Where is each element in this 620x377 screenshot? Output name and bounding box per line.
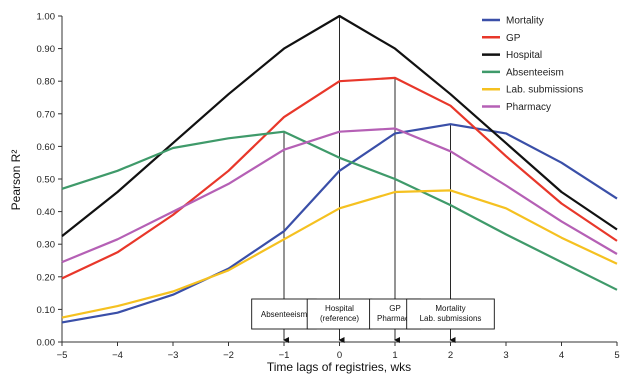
y-tick-label: 0.90 <box>37 44 56 55</box>
annotation-label: Hospital <box>325 304 354 313</box>
legend-label: Mortality <box>506 16 544 27</box>
y-tick-label: 0.70 <box>37 109 56 120</box>
y-tick-label: 0.20 <box>37 272 56 283</box>
y-tick-label: 0.50 <box>37 175 56 186</box>
series-line-gp <box>61 76 618 280</box>
y-tick-label: 0.00 <box>37 338 56 349</box>
annotation-label: (reference) <box>320 314 359 323</box>
series-line-lab-submissions <box>61 189 618 319</box>
tick-labels: 0.00 0.10 0.20 0.30 0.40 0.50 0.60 0.70 0.80 0.90… <box>37 12 620 362</box>
y-tick-label: 0.10 <box>37 305 56 316</box>
legend-item: Lab. submissions <box>482 85 583 96</box>
legend: Mortality GP Hospital Absenteeism Lab. submi… <box>482 16 583 113</box>
annotation-label: GP <box>389 304 401 313</box>
legend-label: Hospital <box>506 50 542 61</box>
x-tick-label: −4 <box>112 350 123 361</box>
annotation: Absenteeism <box>251 131 317 343</box>
legend-label: Pharmacy <box>506 102 551 113</box>
legend-label: Absenteeism <box>506 67 564 78</box>
legend-label: GP <box>506 33 521 44</box>
annotations: AbsenteeismHospital(reference)GPPharmacy… <box>251 16 495 343</box>
legend-label: Lab. submissions <box>506 85 583 96</box>
x-tick-label: 4 <box>559 350 564 361</box>
axes <box>58 15 618 346</box>
series-line-hospital <box>61 14 618 237</box>
legend-item: Mortality <box>482 16 544 27</box>
series-line-mortality <box>61 123 618 324</box>
series-line-absenteeism <box>61 130 618 291</box>
x-tick-label: 2 <box>448 350 453 361</box>
legend-item: GP <box>482 33 521 44</box>
annotation-box <box>251 298 317 330</box>
y-tick-label: 0.30 <box>37 240 56 251</box>
x-tick-label: −5 <box>57 350 68 361</box>
legend-item: Absenteeism <box>482 67 564 78</box>
x-tick-label: −1 <box>279 350 290 361</box>
x-tick-label: −3 <box>168 350 179 361</box>
y-tick-label: 0.40 <box>37 207 56 218</box>
annotation-box <box>406 298 495 330</box>
x-tick-label: −2 <box>223 350 234 361</box>
y-tick-label: 0.60 <box>37 142 56 153</box>
series-line-pharmacy <box>61 127 618 264</box>
annotation-label: Lab. submissions <box>420 314 482 323</box>
legend-item: Hospital <box>482 50 542 61</box>
y-tick-label: 1.00 <box>37 12 56 23</box>
annotation-box <box>306 298 373 330</box>
x-tick-label: 1 <box>392 350 397 361</box>
annotation-label: Absenteeism <box>261 310 308 319</box>
legend-item: Pharmacy <box>482 102 551 113</box>
x-tick-label: 5 <box>614 350 619 361</box>
x-tick-label: 3 <box>503 350 508 361</box>
series-lines <box>61 14 618 324</box>
annotation: Hospital(reference) <box>306 16 373 343</box>
x-axis-title: Time lags of registries, wks <box>267 360 411 374</box>
annotation-label: Pharmacy <box>377 314 413 323</box>
y-axis-title: Pearson R² <box>9 150 23 211</box>
annotation-label: Mortality <box>435 304 465 313</box>
x-tick-label: 0 <box>337 350 342 361</box>
y-tick-label: 0.80 <box>37 77 56 88</box>
